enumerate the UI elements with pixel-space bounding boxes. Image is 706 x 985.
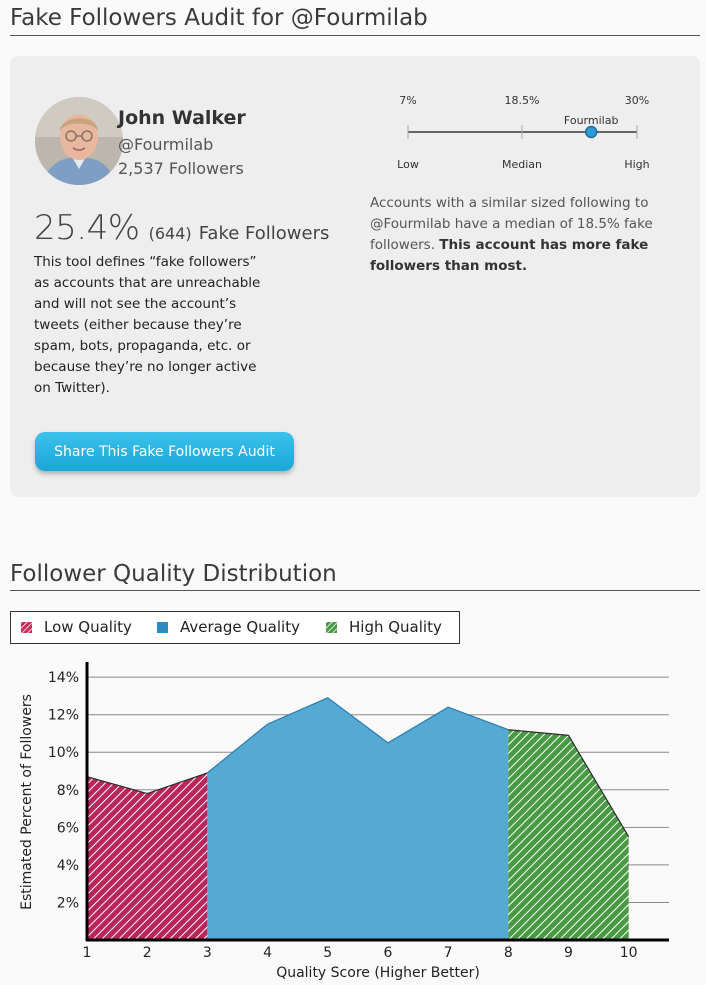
legend-low-label: Low Quality — [44, 618, 132, 636]
fake-label: Fake Followers — [198, 223, 330, 244]
distribution-title: Follower Quality Distribution — [10, 561, 337, 587]
fake-followers-summary: 25.4% (644) Fake Followers — [34, 208, 329, 248]
legend-high-swatch — [326, 621, 337, 633]
x-tick-label: 4 — [263, 945, 272, 961]
scale-median-label: Median — [501, 158, 543, 171]
high-quality-area — [508, 729, 629, 940]
audit-title: Fake Followers Audit for @Fourmilab — [10, 5, 428, 31]
x-tick-label: 8 — [504, 945, 513, 961]
x-tick-label: 6 — [383, 945, 392, 961]
chart-areas — [86, 697, 630, 940]
scale-min-label: 7% — [399, 94, 417, 107]
quality-distribution-chart: 2% 4% 6% 8% 10% 12% 14% 1 2 3 4 5 6 7 8 9 10 Estimated P… — [19, 662, 669, 981]
legend-high-label: High Quality — [349, 618, 442, 636]
y-axis-label: Estimated Percent of Followers — [19, 694, 35, 910]
scale-marker-label: Fourmilab — [563, 114, 619, 127]
scale-low-label: Low — [397, 158, 419, 171]
scale-max-label: 30% — [624, 94, 650, 107]
legend-low-quality: Low Quality — [21, 618, 132, 636]
comparison-conclusion: This account has more fake followers tha… — [370, 237, 649, 274]
comparison-text: Accounts with a similar sized following … — [370, 193, 680, 277]
x-tick-label: 1 — [83, 945, 92, 961]
scale-median-value: 18.5% — [504, 94, 540, 107]
y-tick-label: 12% — [48, 708, 79, 724]
chart-tick-labels: 2% 4% 6% 8% 10% 12% 14% 1 2 3 4 5 6 7 8 9 10 — [48, 670, 638, 961]
low-quality-area — [87, 772, 208, 940]
definition-text: This tool defines “fake followers” as ac… — [34, 254, 261, 396]
fake-scale: 7% 18.5% 30% Fourmilab Low Median High — [350, 86, 680, 176]
legend-high-quality: High Quality — [326, 618, 442, 636]
low-quality-line — [86, 772, 208, 795]
fake-percentage: 25.4% — [34, 208, 140, 248]
avatar — [35, 97, 123, 185]
legend-low-swatch — [21, 621, 32, 633]
y-tick-label: 4% — [57, 858, 79, 874]
x-tick-label: 2 — [143, 945, 152, 961]
account-handle: @Fourmilab — [118, 135, 214, 154]
x-tick-label: 3 — [203, 945, 212, 961]
account-name: John Walker — [118, 107, 246, 129]
scale-marker — [584, 125, 598, 139]
y-tick-label: 6% — [57, 820, 79, 836]
scale-high-label: High — [624, 158, 650, 171]
legend-average-label: Average Quality — [180, 618, 300, 636]
legend-average-quality: Average Quality — [157, 618, 300, 636]
average-quality-area — [207, 697, 509, 940]
y-tick-label: 14% — [48, 670, 79, 686]
x-tick-label: 10 — [620, 945, 638, 961]
distribution-divider — [10, 590, 700, 591]
y-tick-label: 10% — [48, 745, 79, 761]
fake-count: (644) — [148, 224, 192, 243]
comparison-body: Accounts with a similar sized following … — [370, 195, 653, 253]
y-tick-label: 8% — [57, 783, 79, 799]
follower-count: 2,537 Followers — [118, 159, 244, 178]
y-tick-label: 2% — [57, 895, 79, 911]
chart-axes — [85, 662, 669, 942]
scale-track — [407, 125, 638, 139]
chart-legend: Low Quality Average Quality High Quality — [10, 611, 460, 644]
x-axis-label: Quality Score (Higher Better) — [276, 965, 480, 981]
x-tick-label: 7 — [444, 945, 453, 961]
average-quality-line — [206, 697, 509, 774]
title-divider — [10, 35, 700, 36]
legend-average-swatch — [157, 621, 168, 633]
share-audit-button[interactable]: Share This Fake Followers Audit — [35, 432, 294, 471]
x-tick-label: 5 — [323, 945, 332, 961]
high-quality-line — [508, 729, 630, 838]
audit-card: John Walker @Fourmilab 2,537 Followers 2… — [10, 56, 700, 497]
x-tick-label: 9 — [564, 945, 573, 961]
